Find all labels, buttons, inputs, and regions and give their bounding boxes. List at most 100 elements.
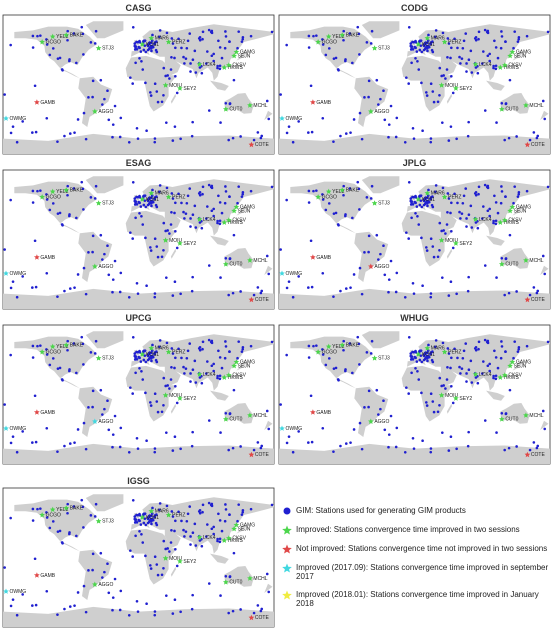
station-dot	[144, 360, 148, 364]
station-dot	[150, 512, 154, 515]
station-dot	[462, 349, 466, 353]
station-star	[509, 204, 516, 210]
station-dot	[488, 59, 491, 63]
station-dot	[450, 201, 453, 205]
station-dot	[162, 66, 166, 70]
station-dot	[344, 442, 348, 445]
station-dot	[447, 449, 451, 452]
station-dot	[31, 604, 34, 607]
station-dot	[153, 292, 157, 295]
station-label: MAR6	[155, 191, 169, 197]
station-dot	[73, 131, 76, 134]
station-dot	[220, 56, 224, 60]
station-dot	[270, 503, 274, 507]
station-dot	[180, 201, 183, 205]
station-dot	[75, 534, 78, 538]
station-dot	[165, 31, 169, 35]
station-dot	[516, 40, 520, 43]
station-dot	[403, 295, 407, 299]
continent	[446, 248, 453, 259]
station-dot	[56, 212, 60, 215]
station-dot	[212, 369, 215, 373]
station-dot	[224, 508, 228, 511]
station-dot	[183, 372, 186, 375]
station-dot	[186, 512, 190, 516]
station-dot	[174, 229, 177, 233]
station-dot	[332, 367, 336, 370]
continent	[446, 93, 453, 104]
station-label: SEJN	[238, 526, 251, 532]
station-dot	[370, 29, 374, 33]
station-dot	[15, 613, 19, 617]
station-dot	[212, 52, 215, 56]
station-dot	[342, 348, 345, 352]
station-dot	[119, 271, 123, 275]
station-dot	[33, 557, 37, 561]
station-dot	[210, 54, 214, 58]
station-dot	[334, 366, 338, 370]
continent	[236, 359, 246, 371]
station-dot	[73, 286, 76, 289]
station-dot	[139, 205, 143, 208]
station-dot	[223, 356, 227, 360]
station-dot	[252, 448, 256, 452]
station-dot	[447, 139, 451, 142]
station-label: MAR6	[431, 191, 445, 197]
station-label: KOS1	[146, 197, 160, 203]
station-dot	[61, 68, 64, 72]
station-dot	[395, 426, 399, 430]
panel-title: WHUG	[400, 313, 429, 323]
station-star	[502, 217, 508, 223]
station-dot	[342, 38, 345, 42]
station-dot	[464, 342, 468, 345]
station-dot	[470, 226, 474, 229]
station-dot	[426, 44, 430, 48]
station-dot	[307, 201, 311, 204]
station-dot	[158, 190, 161, 194]
station-dot	[342, 29, 346, 33]
station-label: COTE	[531, 142, 546, 148]
station-dot	[34, 130, 38, 134]
station-dot	[149, 94, 153, 97]
station-dot	[9, 516, 12, 520]
station-dot	[150, 44, 154, 48]
station-dot	[189, 225, 192, 228]
station-star	[231, 362, 237, 369]
station-star	[472, 216, 479, 222]
station-dot	[419, 44, 423, 47]
station-dot	[179, 292, 182, 296]
station-dot	[360, 137, 364, 141]
station-dot	[327, 47, 331, 50]
station-dot	[541, 254, 545, 258]
station-dot	[209, 30, 213, 34]
station-dot	[342, 193, 345, 197]
station-dot	[173, 125, 177, 129]
station-dot	[201, 340, 205, 344]
station-dot	[494, 356, 498, 359]
station-dot	[429, 450, 433, 454]
station-dot	[218, 46, 222, 49]
station-dot	[206, 523, 209, 526]
station-star	[231, 207, 237, 214]
station-dot	[58, 56, 62, 60]
station-dot	[154, 203, 158, 207]
station-label: AGGO	[374, 419, 389, 425]
station-star	[472, 371, 479, 377]
station-dot	[237, 185, 241, 188]
station-dot	[465, 225, 468, 228]
station-dot	[389, 414, 393, 418]
station-dot	[367, 234, 371, 238]
station-dot	[138, 196, 142, 199]
station-dot	[118, 608, 122, 612]
continent	[264, 420, 273, 430]
station-label: BAKE	[346, 188, 360, 194]
station-dot	[45, 589, 49, 593]
station-dot	[139, 50, 143, 53]
station-dot	[133, 197, 137, 200]
station-label: LCK4	[203, 372, 216, 378]
station-dot	[421, 439, 424, 443]
station-dot	[217, 39, 220, 43]
station-dot	[168, 387, 171, 390]
station-label: CKSV	[232, 373, 246, 379]
station-dot	[327, 357, 331, 360]
